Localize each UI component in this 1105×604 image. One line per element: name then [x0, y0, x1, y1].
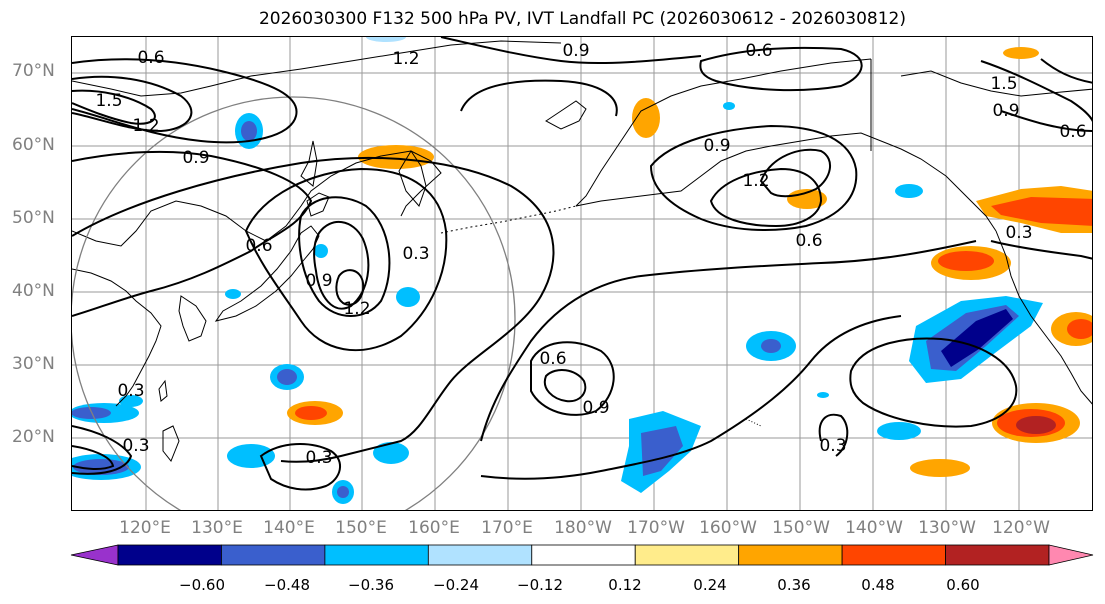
- lon-label-160w: 160°W: [699, 518, 757, 538]
- colorbar-tick: −0.48: [264, 576, 310, 594]
- lat-label-50n: 50°N: [12, 208, 55, 228]
- lon-label-150e: 150°E: [335, 518, 387, 538]
- contour-label: 0.3: [117, 381, 144, 401]
- contour-label: 0.3: [819, 436, 846, 456]
- contour-label: 1.5: [95, 91, 122, 111]
- map-title: 2026030300 F132 500 hPa PV, IVT Landfall…: [258, 9, 906, 29]
- range-circle: [72, 96, 516, 510]
- contour-label: 0.6: [745, 41, 772, 61]
- coastlines: [72, 40, 1092, 462]
- colorbar-tick: −0.60: [179, 576, 225, 594]
- colorbar: [70, 544, 1094, 566]
- colorbar-tick: 0.60: [946, 576, 980, 594]
- lon-label-150w: 150°W: [772, 518, 830, 538]
- lon-label-140e: 140°E: [263, 518, 315, 538]
- lon-label-120e: 120°E: [119, 518, 171, 538]
- lat-label-20n: 20°N: [12, 427, 55, 447]
- colorbar-block: [221, 544, 326, 566]
- contour-label: 0.6: [1059, 122, 1086, 142]
- colorbar-tick: −0.24: [433, 576, 479, 594]
- lat-label-40n: 40°N: [12, 281, 55, 301]
- colorbar-block: [945, 544, 1050, 566]
- contour-label: 0.6: [795, 231, 822, 251]
- contour-label: 0.6: [137, 48, 164, 68]
- lon-label-160e: 160°E: [408, 518, 460, 538]
- map-svg: 0.6 1.2 0.9 0.6 1.5 1.2 0.9 0.9 1.2 0.6 …: [72, 37, 1092, 510]
- colorbar-block: [324, 544, 429, 566]
- colorbar-extend-min: [70, 544, 119, 566]
- contour-label: 0.9: [562, 41, 589, 61]
- contour-labels: 0.6 1.2 0.9 0.6 1.5 1.2 0.9 0.9 1.2 0.6 …: [95, 41, 1086, 468]
- colorbar-tick: 0.36: [777, 576, 811, 594]
- colorbar-extend-max: [1048, 544, 1094, 566]
- colorbar-block: [634, 544, 740, 566]
- contour-label: 1.2: [132, 116, 159, 136]
- contour-label: 0.3: [402, 244, 429, 264]
- colorbar-block: [841, 544, 946, 566]
- lon-label-140w: 140°W: [845, 518, 903, 538]
- ivt-shading: [72, 37, 1092, 504]
- lat-label-60n: 60°N: [12, 135, 55, 155]
- contour-label: 0.6: [245, 236, 272, 256]
- colorbar-block: [427, 544, 533, 566]
- colorbar-block: [117, 544, 222, 566]
- contour-label: 1.2: [742, 171, 769, 191]
- contour-label: 0.9: [992, 101, 1019, 121]
- contour-label: 1.2: [392, 49, 419, 69]
- colorbar-tick: 0.12: [608, 576, 642, 594]
- contour-label: 0.3: [305, 448, 332, 468]
- map-panel: 0.6 1.2 0.9 0.6 1.5 1.2 0.9 0.9 1.2 0.6 …: [71, 36, 1093, 511]
- colorbar-tick: −0.12: [517, 576, 563, 594]
- colorbar-block: [531, 544, 636, 566]
- contour-label: 0.3: [122, 436, 149, 456]
- contour-label: 0.9: [703, 136, 730, 156]
- lat-label-30n: 30°N: [12, 354, 55, 374]
- contour-label: 0.6: [539, 349, 566, 369]
- contour-label: 0.9: [182, 148, 209, 168]
- lon-label-170w: 170°W: [627, 518, 685, 538]
- lon-label-120w: 120°W: [992, 518, 1050, 538]
- pv-contours: [72, 37, 1092, 491]
- contour-label: 0.9: [305, 271, 332, 291]
- contour-label: 1.5: [990, 74, 1017, 94]
- lon-label-170e: 170°E: [481, 518, 533, 538]
- lat-label-70n: 70°N: [12, 61, 55, 81]
- lon-label-130w: 130°W: [918, 518, 976, 538]
- colorbar-tick: −0.36: [348, 576, 394, 594]
- lon-label-130e: 130°E: [191, 518, 243, 538]
- contour-label: 1.2: [343, 299, 370, 319]
- lon-label-180w: 180°W: [554, 518, 612, 538]
- colorbar-tick: 0.48: [861, 576, 895, 594]
- colorbar-block: [738, 544, 843, 566]
- contour-label: 0.9: [582, 398, 609, 418]
- colorbar-tick: 0.24: [693, 576, 727, 594]
- contour-label: 0.3: [1005, 223, 1032, 243]
